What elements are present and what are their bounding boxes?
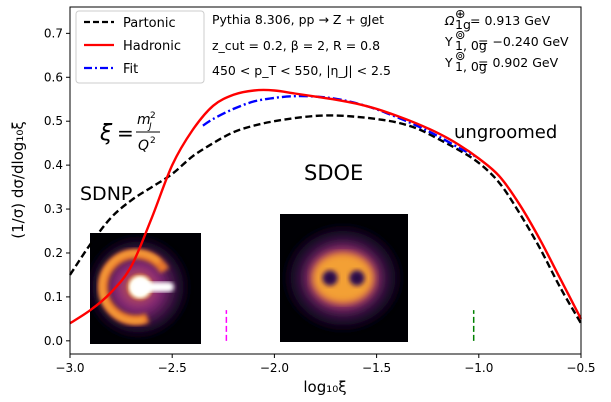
svg-text:1, 0g: 1, 0g (455, 59, 487, 74)
label-sdnp: SDNP (80, 183, 132, 205)
label-sdoe: SDOE (304, 161, 363, 185)
svg-text:⊚: ⊚ (455, 27, 465, 42)
svg-text:=: = (117, 121, 134, 145)
y-tick-label: 0.4 (44, 158, 63, 172)
legend-label-fit: Fit (123, 62, 138, 77)
series-line-fit (202, 94, 476, 158)
omega-value: = 0.913 GeV (470, 13, 551, 28)
upsilon1-value: = 0.902 GeV (478, 55, 559, 70)
svg-text:1g: 1g (455, 17, 471, 32)
x-tick-label: −1.0 (464, 361, 493, 375)
y-axis-label: (1/σ) dσ/dlog₁₀ξ (9, 121, 27, 238)
y-tick-label: 0.3 (44, 202, 63, 216)
svg-text:⊚: ⊚ (455, 48, 465, 63)
svg-text:J: J (147, 122, 152, 132)
legend: Partonic Hadronic Fit (75, 10, 205, 84)
x-axis-label: log₁₀ξ (303, 378, 346, 396)
plot-frame (69, 6, 582, 355)
x-tick-label: −2.0 (260, 361, 289, 375)
y-tick-label: 0.1 (44, 290, 63, 304)
svg-text:2: 2 (150, 111, 156, 121)
svg-text:Q: Q (138, 138, 149, 154)
annotation-pythia: Pythia 8.306, pp → Z + gJet (212, 12, 384, 27)
sdoe-inset-image (280, 214, 408, 342)
svg-text:Υ: Υ (444, 34, 453, 49)
svg-text:Ω: Ω (444, 13, 455, 28)
y-tick-label: 0.7 (44, 26, 63, 40)
upsilon0-value: = −0.240 GeV (478, 34, 569, 49)
y-tick-label: 0.5 (44, 114, 63, 128)
xi-definition: ξ = m J 2 Q 2 (99, 111, 160, 154)
series-line-hadronic (69, 88, 583, 325)
legend-label-hadronic: Hadronic (123, 39, 181, 54)
legend-label-partonic: Partonic (123, 16, 176, 31)
x-tick-label: −0.5 (566, 361, 595, 375)
svg-text:1, 0g: 1, 0g (455, 38, 487, 53)
svg-text:Υ: Υ (444, 55, 453, 70)
label-ungroomed: ungroomed (454, 122, 557, 143)
svg-text:2: 2 (150, 136, 156, 146)
annotation-cuts: z_cut = 0.2, β = 2, R = 0.8 (212, 38, 380, 53)
sdnp-inset-image (90, 233, 201, 344)
svg-text:m: m (137, 112, 151, 128)
svg-text:ξ: ξ (99, 121, 113, 146)
fit-parameters: Ω ⊕ 1g = 0.913 GeV Υ ⊚ 1, 0g = −0.240 Ge… (444, 6, 569, 74)
y-tick-label: 0.2 (44, 246, 63, 260)
y-tick-label: 0.0 (44, 334, 63, 348)
x-tick-label: −3.0 (55, 361, 84, 375)
y-tick-label: 0.6 (44, 70, 63, 84)
svg-text:⊕: ⊕ (455, 6, 465, 21)
legend-box (75, 10, 205, 84)
annotation-kinematics: 450 < p_T < 550, |η_J| < 2.5 (212, 63, 391, 78)
x-tick-label: −1.5 (362, 361, 391, 375)
x-tick-label: −2.5 (158, 361, 187, 375)
